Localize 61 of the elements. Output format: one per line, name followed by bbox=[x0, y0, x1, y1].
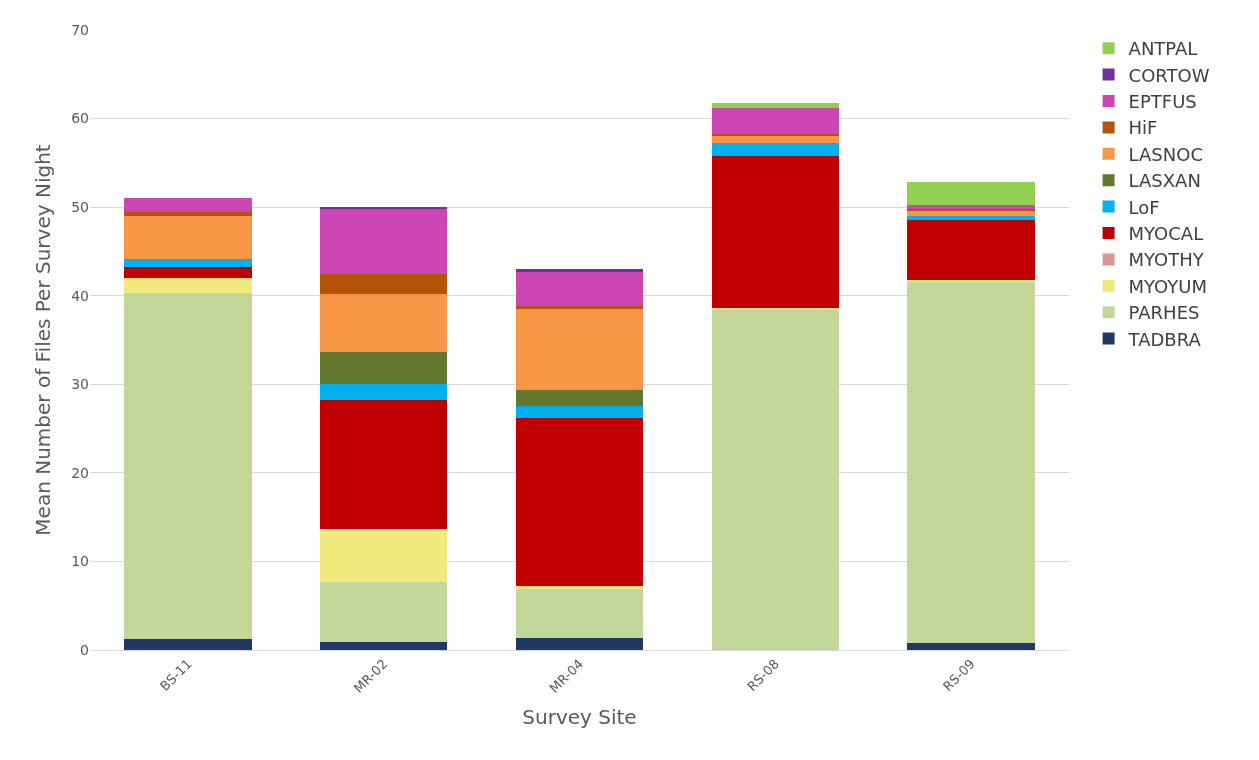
legend-label: PARHES bbox=[1128, 302, 1200, 324]
bar bbox=[515, 588, 644, 638]
y-axis-title: Mean Number of Files Per Survey Night bbox=[30, 144, 55, 536]
y-tick-label: 60 bbox=[71, 110, 89, 127]
bar bbox=[515, 417, 644, 587]
y-tick-label: 70 bbox=[71, 21, 89, 38]
y-tick-label: 0 bbox=[80, 641, 89, 658]
bar bbox=[711, 143, 839, 156]
x-axis-title: Survey Site bbox=[522, 705, 637, 730]
legend-label: MYOYUM bbox=[1128, 275, 1208, 297]
bar bbox=[711, 102, 839, 108]
bar bbox=[515, 309, 644, 390]
bar bbox=[320, 352, 448, 385]
legend-label: TADBRA bbox=[1127, 328, 1202, 350]
bar bbox=[124, 267, 252, 278]
bar bbox=[515, 306, 644, 309]
bar bbox=[124, 258, 252, 268]
legend-label: LASNOC bbox=[1128, 143, 1203, 165]
legend-label: MYOTHY bbox=[1128, 249, 1205, 271]
bar bbox=[320, 400, 448, 529]
bar bbox=[320, 581, 448, 643]
bar bbox=[320, 274, 448, 294]
bar bbox=[515, 269, 644, 272]
bar bbox=[320, 384, 448, 401]
bar bbox=[907, 216, 1035, 220]
bar bbox=[711, 309, 839, 650]
bar bbox=[515, 389, 644, 407]
bar bbox=[320, 208, 448, 275]
bar bbox=[320, 293, 448, 353]
legend-label: EPTFUS bbox=[1128, 91, 1197, 113]
legend-label: LoF bbox=[1128, 196, 1160, 218]
y-tick-label: 10 bbox=[71, 553, 89, 570]
bar bbox=[907, 219, 1035, 280]
bar bbox=[124, 278, 252, 294]
y-tick-label: 40 bbox=[71, 287, 89, 304]
y-tick-label: 30 bbox=[71, 376, 89, 393]
bar bbox=[515, 586, 644, 589]
bar bbox=[124, 293, 252, 640]
bar bbox=[515, 271, 644, 307]
bar bbox=[320, 528, 448, 582]
y-tick-label: 50 bbox=[71, 199, 89, 216]
legend-label: MYOCAL bbox=[1128, 223, 1204, 245]
bar bbox=[515, 637, 644, 650]
legend-label: LASXAN bbox=[1128, 170, 1201, 192]
bar bbox=[907, 182, 1035, 206]
bar bbox=[124, 198, 252, 212]
y-tick-label: 20 bbox=[71, 464, 89, 481]
bar bbox=[124, 639, 252, 650]
bar bbox=[907, 210, 1035, 216]
bar bbox=[124, 211, 252, 216]
bar bbox=[907, 642, 1035, 650]
bar bbox=[711, 155, 839, 309]
bar bbox=[711, 107, 839, 134]
legend-label: CORTOW bbox=[1128, 64, 1210, 86]
bar bbox=[320, 642, 448, 650]
bar bbox=[515, 406, 644, 418]
bar bbox=[124, 216, 252, 259]
legend-label: HiF bbox=[1128, 117, 1158, 139]
bar bbox=[907, 279, 1035, 282]
bar bbox=[907, 281, 1035, 643]
legend-label: ANTPAL bbox=[1128, 38, 1198, 60]
